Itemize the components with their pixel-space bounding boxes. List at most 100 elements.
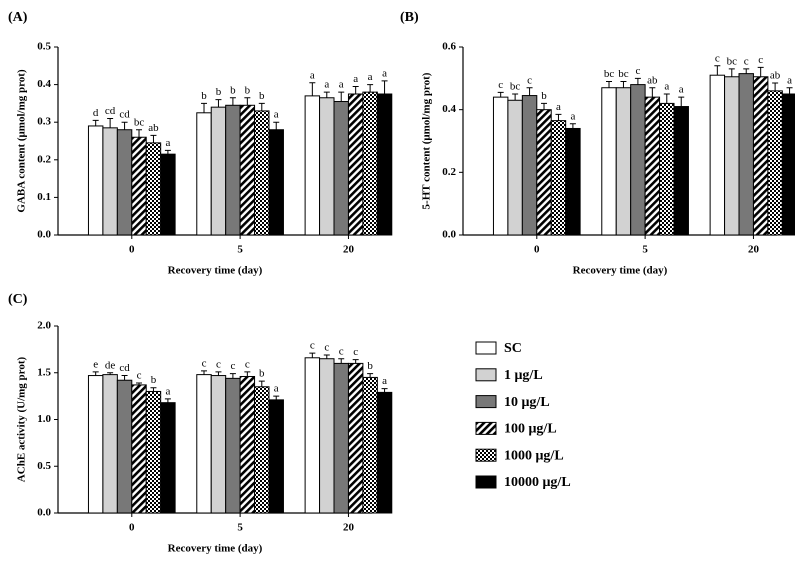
bar [724, 76, 740, 236]
bar [268, 399, 284, 514]
significance-letter: b [259, 368, 265, 380]
error-bar [352, 85, 359, 94]
significance-letter: b [245, 84, 251, 96]
significance-letter: e [93, 358, 98, 370]
bar [709, 74, 726, 236]
x-tick-label: 0 [129, 522, 135, 534]
y-tick-label: 1.5 [37, 366, 51, 378]
bar [601, 87, 617, 236]
legend-label: SC [504, 341, 522, 356]
significance-letter: ab [770, 70, 781, 82]
error-bar [728, 68, 735, 77]
legend-label: 10 μg/L [504, 395, 550, 410]
y-tick-label: 0.2 [442, 166, 456, 178]
legend-label: 1 μg/L [504, 368, 543, 383]
bar [225, 104, 241, 236]
significance-letter: b [216, 86, 222, 98]
error-bar [786, 87, 793, 94]
significance-letter: bc [727, 55, 738, 67]
error-bar [338, 358, 345, 364]
x-axis-label: Recovery time (day) [168, 543, 263, 555]
y-tick-label: 0.5 [37, 460, 51, 472]
error-bar [244, 97, 251, 106]
significance-letter: c [715, 52, 720, 64]
x-tick-label: 0 [129, 244, 135, 256]
y-tick-label: 0.0 [37, 507, 51, 519]
bar [116, 379, 133, 514]
y-axis-label: 5-HT content (μmol/mg prot) [421, 72, 433, 209]
error-bar [136, 129, 143, 138]
bar [738, 73, 754, 236]
bar [102, 127, 118, 236]
error-bar [381, 388, 388, 393]
error-bar [309, 352, 316, 358]
legend-swatch [475, 475, 497, 489]
x-tick-label: 5 [642, 244, 648, 256]
bar [333, 362, 349, 514]
error-bar [150, 134, 157, 143]
error-bar [244, 371, 251, 377]
error-bar [512, 93, 519, 101]
bar [333, 101, 349, 236]
bar [752, 76, 769, 236]
error-bar [634, 77, 641, 85]
bar [536, 109, 552, 236]
error-bar [92, 119, 99, 126]
significance-letter: bc [604, 68, 615, 80]
significance-letter: a [368, 71, 373, 83]
significance-letter: a [787, 74, 792, 86]
panel-label: (C) [8, 292, 28, 307]
significance-letter: bc [134, 116, 145, 128]
error-bar [757, 66, 764, 77]
bar [376, 93, 393, 236]
significance-letter: a [310, 69, 315, 81]
significance-letter: a [679, 84, 684, 96]
bar [160, 153, 176, 236]
bar [131, 384, 147, 514]
bar [210, 106, 227, 236]
y-tick-label: 2.0 [37, 320, 51, 332]
error-bar [164, 149, 171, 155]
y-axis-label: AChE activity (U/mg prot) [16, 356, 28, 482]
significance-letter: c [230, 360, 235, 372]
significance-letter: cd [119, 362, 130, 374]
bar [145, 390, 162, 514]
error-bar [541, 102, 548, 110]
error-bar [258, 102, 265, 111]
significance-letter: a [165, 385, 170, 397]
significance-letter: ab [647, 74, 658, 86]
significance-letter: c [339, 345, 344, 357]
bar [659, 102, 675, 236]
bar [347, 362, 364, 514]
error-bar [663, 93, 670, 104]
bar [644, 96, 661, 236]
significance-letter: c [202, 357, 207, 369]
bar [347, 93, 364, 236]
significance-letter: a [556, 101, 561, 113]
error-bar [201, 102, 208, 113]
significance-letter: a [274, 109, 279, 121]
error-bar [229, 373, 236, 379]
bar [145, 142, 162, 236]
error-bar [352, 359, 359, 364]
significance-letter: cd [119, 109, 130, 121]
error-bar [258, 380, 265, 387]
bar [116, 129, 133, 236]
legend-swatch [475, 341, 497, 355]
bar [239, 375, 256, 514]
significance-letter: a [353, 73, 358, 85]
error-bar [526, 87, 533, 96]
significance-letter: a [324, 79, 329, 91]
error-bar [107, 372, 114, 375]
error-bar [367, 84, 374, 93]
bar [673, 106, 689, 236]
error-bar [338, 91, 345, 102]
significance-letter: a [165, 137, 170, 149]
x-tick-label: 20 [748, 244, 760, 256]
error-bar [323, 91, 330, 98]
y-tick-label: 0.4 [442, 103, 456, 115]
significance-letter: b [151, 374, 157, 386]
significance-letter: a [339, 79, 344, 91]
significance-letter: a [570, 110, 575, 122]
